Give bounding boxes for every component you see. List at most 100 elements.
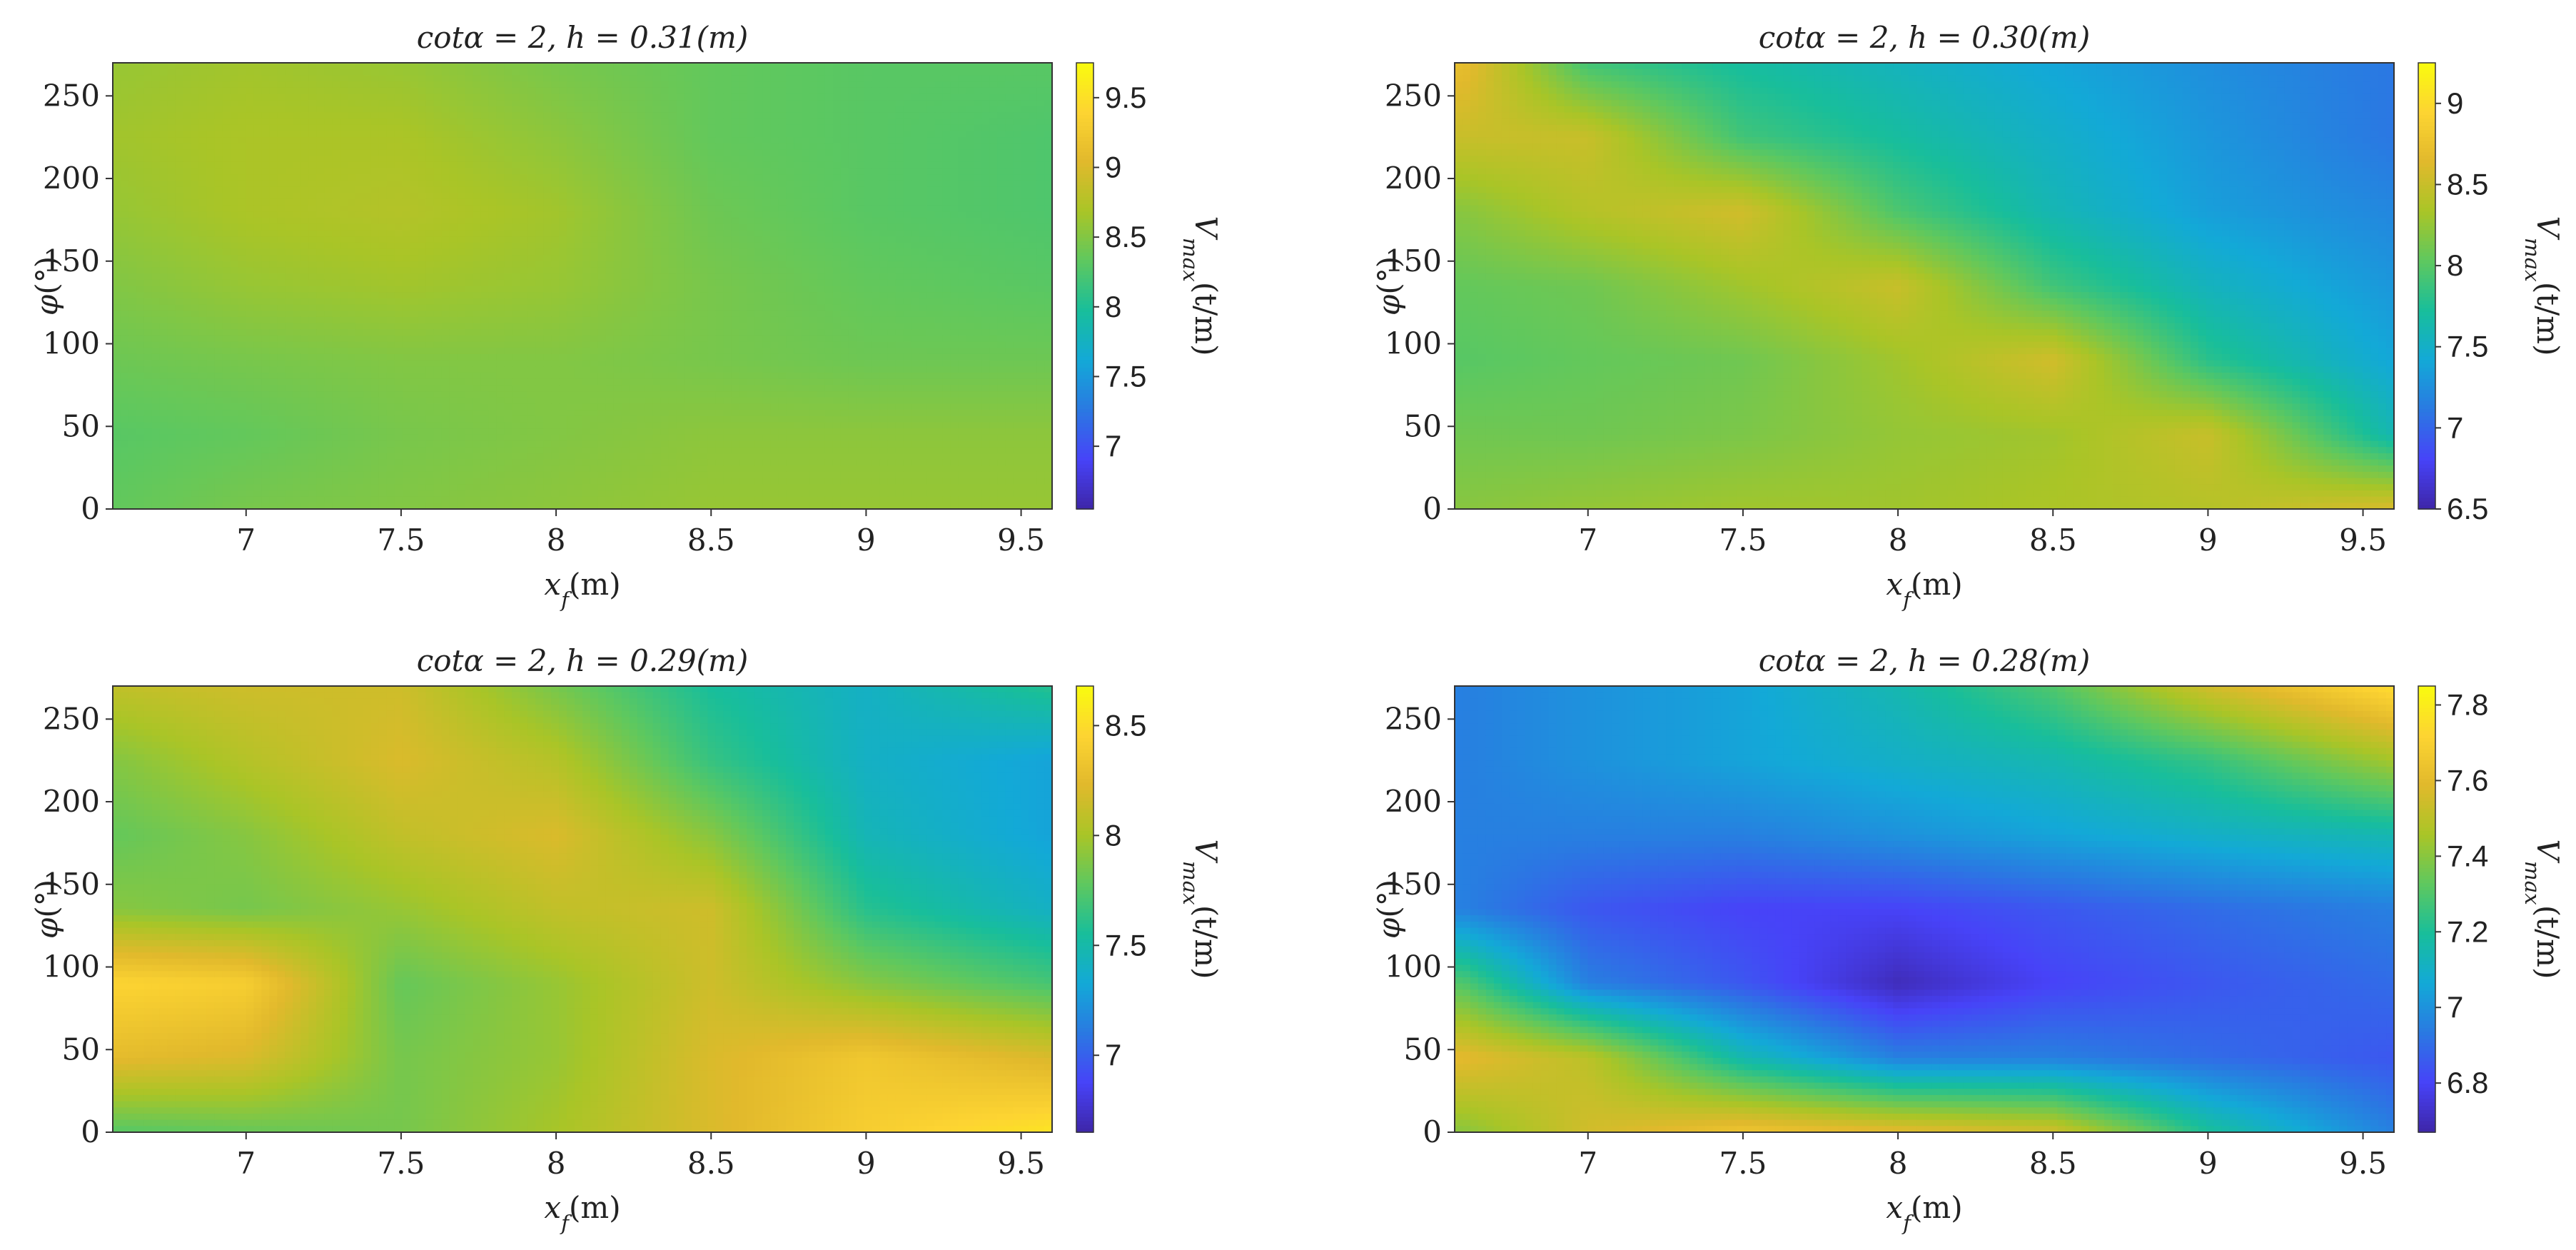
heatmap-cell bbox=[652, 119, 662, 126]
heatmap-cell bbox=[285, 273, 294, 281]
heatmap-cell bbox=[645, 75, 654, 82]
heatmap-cell bbox=[832, 292, 842, 299]
heatmap-cell bbox=[567, 149, 575, 157]
heatmap-cell bbox=[206, 286, 216, 293]
heatmap-cell bbox=[520, 156, 529, 163]
heatmap-cell bbox=[731, 292, 740, 299]
heatmap-cell bbox=[206, 156, 216, 163]
heatmap-cell bbox=[214, 218, 223, 225]
heatmap-cell bbox=[332, 168, 340, 176]
heatmap-cell bbox=[1029, 124, 1037, 132]
heatmap-cell bbox=[348, 261, 356, 268]
heatmap-cell bbox=[465, 63, 474, 70]
heatmap-cell bbox=[840, 223, 849, 231]
heatmap-cell bbox=[567, 168, 575, 176]
heatmap-cell bbox=[253, 174, 263, 181]
heatmap-cell bbox=[230, 131, 239, 138]
heatmap-cell bbox=[934, 218, 944, 225]
heatmap-cell bbox=[895, 223, 904, 231]
heatmap-cell bbox=[1036, 273, 1045, 281]
heatmap-cell bbox=[582, 186, 591, 194]
heatmap-cell bbox=[113, 230, 121, 237]
heatmap-cell bbox=[520, 292, 529, 299]
heatmap-cell bbox=[332, 100, 340, 107]
heatmap-cell bbox=[864, 161, 873, 169]
heatmap-cell bbox=[840, 267, 849, 274]
heatmap-cell bbox=[699, 119, 709, 126]
heatmap-cell bbox=[887, 75, 896, 82]
heatmap-cell bbox=[543, 168, 552, 176]
heatmap-cell bbox=[206, 255, 216, 262]
heatmap-cell bbox=[1029, 242, 1037, 250]
heatmap-cell bbox=[856, 63, 865, 70]
heatmap-cell bbox=[684, 211, 693, 218]
heatmap-cell bbox=[645, 186, 654, 194]
heatmap-cell bbox=[394, 94, 403, 101]
heatmap-cell bbox=[856, 75, 865, 82]
heatmap-cell bbox=[997, 261, 1006, 268]
heatmap-cell bbox=[872, 218, 881, 225]
heatmap-cell bbox=[692, 267, 701, 274]
heatmap-cell bbox=[903, 223, 912, 231]
heatmap-cell bbox=[198, 248, 208, 256]
heatmap-cell bbox=[465, 193, 474, 200]
heatmap-cell bbox=[707, 279, 717, 287]
heatmap-cell bbox=[950, 186, 959, 194]
heatmap-cell bbox=[183, 304, 192, 312]
heatmap-cell bbox=[731, 186, 740, 194]
heatmap-cell bbox=[778, 261, 787, 268]
heatmap-cell bbox=[1036, 286, 1045, 293]
heatmap-cell bbox=[300, 298, 309, 306]
heatmap-cell bbox=[559, 69, 567, 76]
heatmap-cell bbox=[128, 143, 137, 151]
heatmap-cell bbox=[715, 168, 724, 176]
heatmap-cell bbox=[974, 100, 983, 107]
heatmap-cell bbox=[496, 131, 505, 138]
heatmap-cell bbox=[277, 223, 286, 231]
heatmap-cell bbox=[269, 248, 278, 256]
heatmap-cell bbox=[1029, 205, 1037, 213]
heatmap-cell bbox=[183, 174, 192, 181]
heatmap-cell bbox=[590, 87, 599, 95]
heatmap-cell bbox=[872, 236, 881, 243]
heatmap-cell bbox=[637, 255, 646, 262]
heatmap-cell bbox=[120, 316, 129, 324]
heatmap-cell bbox=[1021, 311, 1029, 318]
heatmap-cell bbox=[872, 311, 881, 318]
heatmap-cell bbox=[300, 75, 309, 82]
heatmap-cell bbox=[809, 112, 818, 119]
heatmap-cell bbox=[136, 186, 145, 194]
heatmap-cell bbox=[747, 69, 756, 76]
heatmap-cell bbox=[551, 131, 560, 138]
heatmap-cell bbox=[512, 137, 521, 144]
heatmap-cell bbox=[496, 149, 505, 157]
heatmap-cell bbox=[473, 273, 482, 281]
heatmap-cell bbox=[293, 267, 301, 274]
heatmap-cell bbox=[488, 168, 497, 176]
heatmap-cell bbox=[512, 69, 521, 76]
heatmap-cell bbox=[449, 218, 458, 225]
heatmap-cell bbox=[355, 69, 364, 76]
heatmap-cell bbox=[582, 304, 591, 312]
heatmap-cell bbox=[966, 205, 975, 213]
heatmap-cell bbox=[707, 286, 717, 293]
heatmap-cell bbox=[1029, 230, 1037, 237]
heatmap-cell bbox=[1013, 81, 1021, 89]
heatmap-cell bbox=[597, 63, 607, 70]
heatmap-cell bbox=[308, 180, 317, 188]
heatmap-cell bbox=[770, 156, 779, 163]
heatmap-cell bbox=[167, 137, 176, 144]
heatmap-cell bbox=[919, 106, 928, 114]
heatmap-cell bbox=[128, 94, 137, 101]
heatmap-cell bbox=[480, 261, 490, 268]
heatmap-cell bbox=[629, 230, 638, 237]
heatmap-cell bbox=[527, 211, 536, 218]
heatmap-cell bbox=[715, 279, 724, 287]
heatmap-cell bbox=[441, 143, 450, 151]
heatmap-cell bbox=[660, 316, 670, 324]
heatmap-cell bbox=[723, 63, 732, 70]
heatmap-cell bbox=[989, 168, 999, 176]
heatmap-cell bbox=[340, 81, 348, 89]
heatmap-cell bbox=[942, 298, 951, 306]
heatmap-cell bbox=[864, 106, 873, 114]
